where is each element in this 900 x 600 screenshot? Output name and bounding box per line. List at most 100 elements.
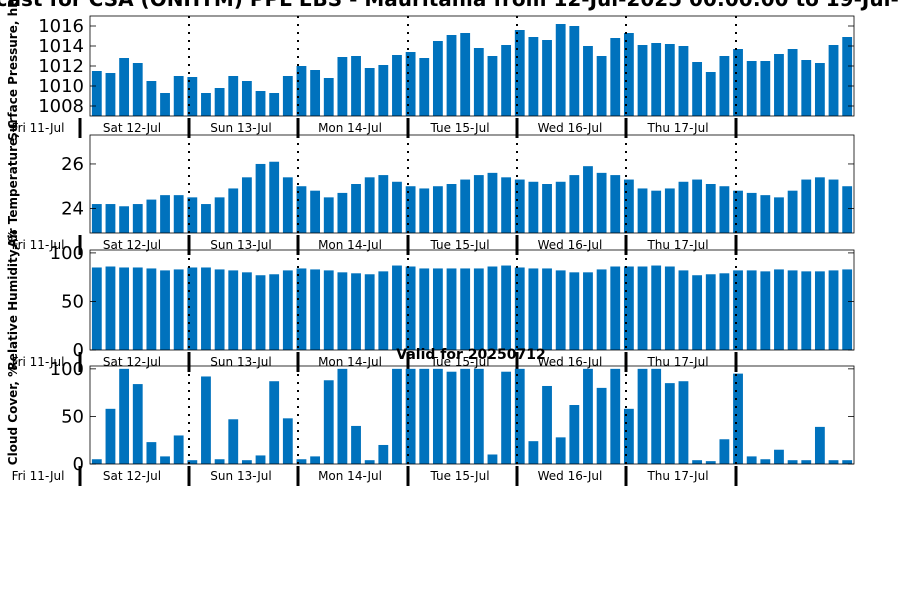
x-tick-label: Fri 11-Jul [12,121,65,135]
bar [241,81,252,116]
bar [555,270,566,350]
y-tick-label: 24 [61,199,84,220]
bar [623,33,634,116]
bar [173,435,184,464]
bar [569,272,580,350]
bar [160,93,170,116]
bar [842,460,853,464]
x-tick-label: Mon 14-Jul [318,469,382,483]
bar [392,181,402,233]
bar [392,55,402,116]
y-tick-label: 1008 [38,96,84,117]
bar [296,186,307,233]
bar [774,54,784,116]
x-tick-label: Fri 11-Jul [12,469,65,483]
bar [719,56,730,116]
bar [719,186,730,233]
y-tick-label: 100 [50,359,84,380]
bar [187,267,198,350]
bar [719,273,730,350]
bar [405,368,416,464]
bar [446,35,457,116]
bar [160,456,170,464]
bar [201,93,211,116]
bar [733,49,743,116]
bar [432,186,443,233]
x-tick-label: Sat 12-Jul [103,238,161,252]
bar [310,190,321,233]
panel-4: 0 50 100 Cloud Cover, % Fri 11-Jul Sat 12-Jul… [6,359,855,486]
bar [692,275,703,350]
bar [542,268,552,350]
bar [828,270,839,350]
bar [337,272,348,350]
bar [187,77,198,116]
y-tick-label: 1012 [38,56,84,77]
bar [623,266,634,350]
bar [487,172,498,233]
bar [733,190,743,233]
bar [296,268,307,350]
x-tick-label: Sun 13-Jul [210,469,271,483]
bar [514,368,525,464]
bar [596,269,607,350]
y-tick-label: 50 [61,291,84,312]
bar [760,459,771,464]
y-axis-label: Cloud Cover, % [6,365,20,465]
bar [160,270,170,350]
bar [241,460,252,464]
y-tick-label: 26 [61,154,84,175]
bar [105,73,116,116]
bar [228,419,239,464]
bar [514,267,525,350]
y-tick-label: 50 [61,406,84,427]
bar [787,460,798,464]
bar [692,179,703,233]
bar [733,270,743,350]
y-tick-label: 1016 [38,16,84,37]
y-axis-label: Surface Pressure, hPa [6,0,20,141]
bar [446,371,457,464]
bar [460,179,471,233]
bar [214,197,225,233]
bar [528,441,539,464]
bar [214,459,225,464]
bar [364,274,375,350]
bar [201,267,211,350]
bar [651,190,662,233]
bar [201,204,211,233]
bar [132,63,143,116]
bar [91,204,102,233]
bar [241,272,252,350]
bar [351,425,361,464]
bar [555,437,566,464]
bar [705,184,716,233]
bar [378,175,389,233]
bar [610,38,621,116]
bar [514,179,525,233]
bar [651,368,662,464]
x-tick-label: Wed 16-Jul [538,469,603,483]
bar [583,368,593,464]
bar [487,56,498,116]
bar [282,76,293,116]
bar [105,408,116,464]
y-tick-label: 0 [73,454,84,475]
bar [801,60,812,116]
chart-title: Forecast for CSA (ONHTM) PPL EBS - Mauri… [0,0,900,11]
bar [842,269,853,350]
bar [337,192,348,233]
bar [255,455,266,464]
bar [460,368,471,464]
bar [637,368,648,464]
bar [501,177,512,233]
bar [501,371,512,464]
bar [473,268,484,350]
bar [651,43,662,116]
bar [623,408,634,464]
bar [119,267,130,350]
bar [201,376,211,464]
x-tick-label: Mon 14-Jul [318,121,382,135]
bar [801,179,812,233]
y-tick-label: 100 [50,243,84,264]
